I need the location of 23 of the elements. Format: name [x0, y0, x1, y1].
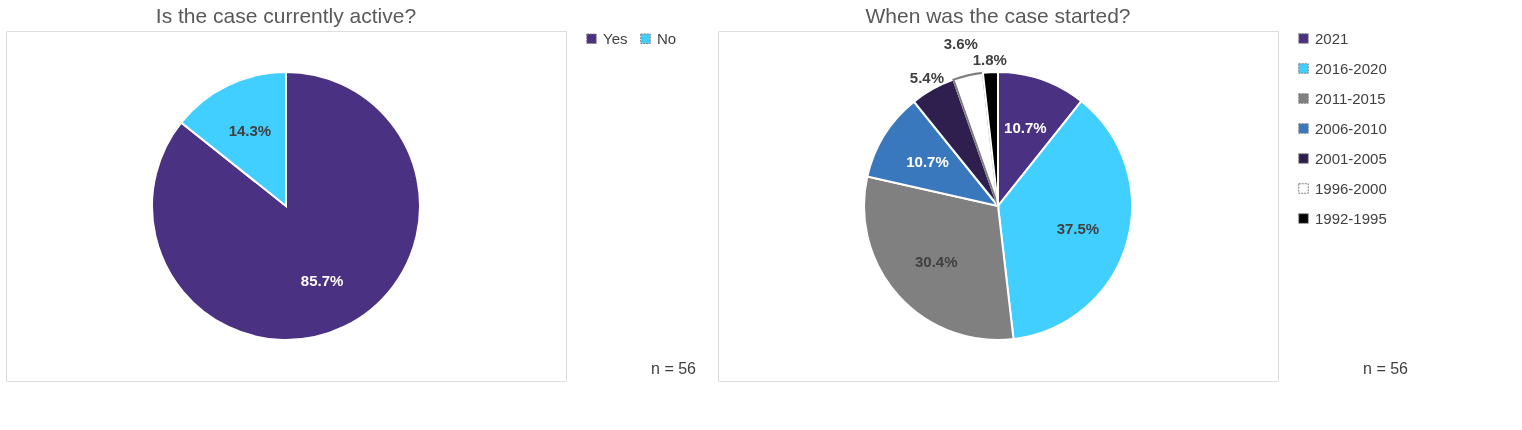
data-label: 14.3% — [228, 122, 272, 140]
chart-title: Is the case currently active? — [155, 4, 417, 27]
data-label: 10.7% — [1004, 118, 1047, 136]
data-label: 37.5% — [1056, 219, 1100, 237]
text: n = 56 — [1363, 360, 1409, 377]
legend-label: 2011-2015 — [1315, 89, 1386, 107]
data-label: 1.8% — [972, 51, 1007, 69]
legend-label: 2016-2020 — [1315, 59, 1387, 77]
legend-label: Yes — [603, 29, 628, 47]
legend-label: No — [657, 29, 677, 47]
pie-slice — [151, 71, 421, 341]
chart-title: When was the case started? — [865, 4, 1131, 27]
data-label: 30.4% — [914, 252, 958, 270]
legend-label: 2001-2005 — [1315, 149, 1387, 167]
legend-label: 2021 — [1315, 29, 1349, 47]
data-label: 85.7% — [300, 271, 344, 289]
legend-label: 1992-1995 — [1315, 209, 1387, 227]
data-label: 3.6% — [943, 35, 978, 53]
legend-label: 2006-2010 — [1315, 119, 1387, 137]
text: n = 56 — [651, 360, 697, 377]
legend-label: 1996-2000 — [1315, 179, 1387, 197]
data-label: 5.4% — [909, 69, 945, 87]
data-label: 10.7% — [906, 153, 949, 171]
